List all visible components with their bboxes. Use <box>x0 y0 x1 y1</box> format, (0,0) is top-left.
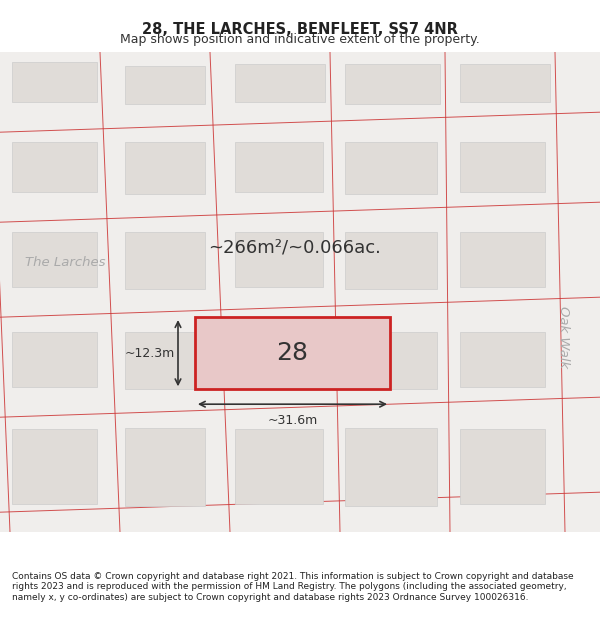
Text: Contains OS data © Crown copyright and database right 2021. This information is : Contains OS data © Crown copyright and d… <box>12 572 574 602</box>
Text: Map shows position and indicative extent of the property.: Map shows position and indicative extent… <box>120 32 480 46</box>
Bar <box>12 232 97 287</box>
Bar <box>345 332 437 389</box>
Bar <box>460 64 550 102</box>
Bar <box>125 332 205 389</box>
Bar <box>460 332 545 387</box>
Bar <box>12 142 97 192</box>
Bar <box>12 62 97 102</box>
Bar <box>125 232 205 289</box>
Text: ~31.6m: ~31.6m <box>268 414 317 427</box>
Bar <box>345 232 437 289</box>
Bar <box>345 64 440 104</box>
Bar <box>235 232 323 287</box>
Bar <box>125 142 205 194</box>
Text: The Larches: The Larches <box>25 256 105 269</box>
Bar <box>125 66 205 104</box>
Text: ~266m²/~0.066ac.: ~266m²/~0.066ac. <box>209 238 382 256</box>
Bar <box>12 429 97 504</box>
Bar <box>235 64 325 102</box>
Bar <box>460 142 545 192</box>
Text: Oak Walk: Oak Walk <box>557 306 569 368</box>
Text: 28: 28 <box>277 341 308 365</box>
Bar <box>125 428 205 506</box>
Text: 28, THE LARCHES, BENFLEET, SS7 4NR: 28, THE LARCHES, BENFLEET, SS7 4NR <box>142 22 458 37</box>
Bar <box>12 332 97 387</box>
Bar <box>460 232 545 287</box>
Bar <box>345 142 437 194</box>
Bar <box>345 428 437 506</box>
Bar <box>235 142 323 192</box>
Bar <box>460 429 545 504</box>
Bar <box>235 429 323 504</box>
Text: ~12.3m: ~12.3m <box>125 347 175 359</box>
Bar <box>195 317 390 389</box>
